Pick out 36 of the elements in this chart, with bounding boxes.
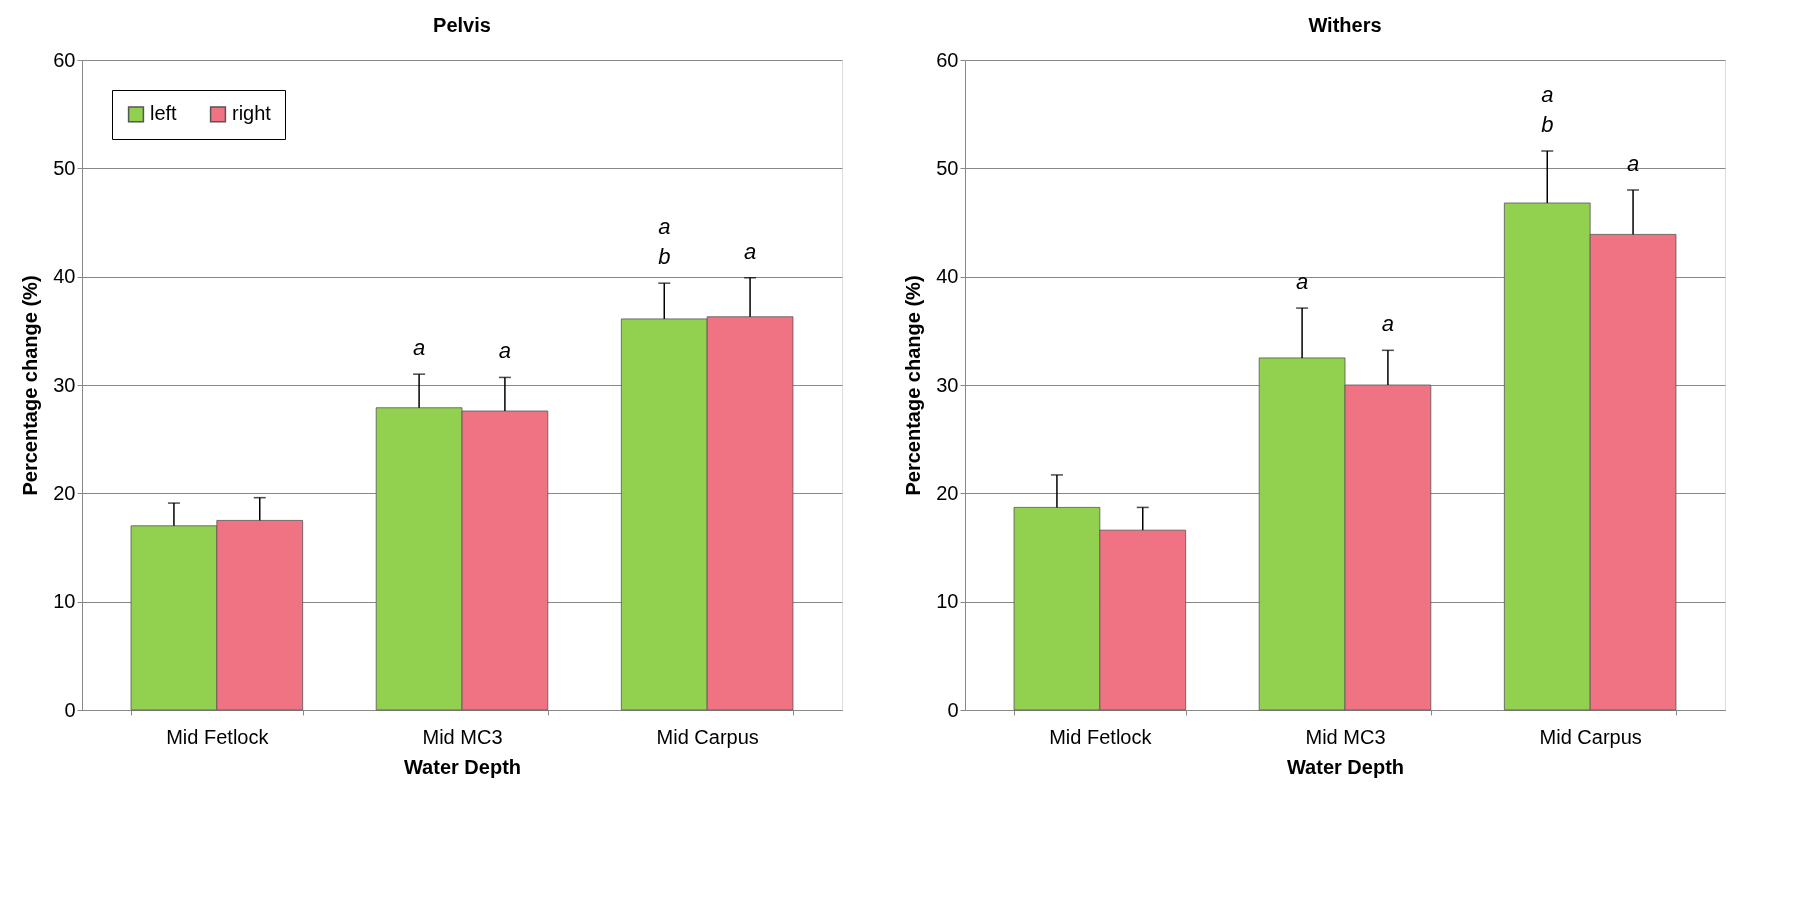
y-tick-label: 0 <box>64 698 76 721</box>
y-tick-label: 50 <box>936 156 959 179</box>
chart-title: Withers <box>1308 14 1382 36</box>
y-tick-label: 60 <box>936 48 959 71</box>
legend-label: left <box>150 102 178 125</box>
y-axis-title: Percentage change (%) <box>19 275 42 496</box>
chart-title: Pelvis <box>433 14 491 36</box>
legend-label: right <box>232 102 272 125</box>
y-tick-label: 30 <box>53 373 76 396</box>
y-tick-label: 40 <box>936 265 959 288</box>
y-tick-label: 20 <box>936 481 959 504</box>
x-tick-label: Mid Fetlock <box>166 725 270 748</box>
y-axis-title: Percentage change (%) <box>902 275 925 496</box>
x-tick-label: Mid MC3 <box>1305 725 1386 748</box>
x-tick-label: Mid Carpus <box>656 725 759 748</box>
annotation: a <box>1295 269 1309 295</box>
x-tick-label: Mid Fetlock <box>1049 725 1153 748</box>
annotation: a b <box>658 214 671 270</box>
y-tick-label: 50 <box>53 156 76 179</box>
annotation: a <box>498 338 512 364</box>
y-tick-label: 20 <box>53 481 76 504</box>
y-tick-label: 10 <box>936 590 959 613</box>
x-tick-label: Mid MC3 <box>422 725 503 748</box>
x-tick-label: Mid Carpus <box>1539 725 1642 748</box>
y-tick-label: 0 <box>947 698 959 721</box>
y-tick-label: 40 <box>53 265 76 288</box>
annotation: a <box>412 335 426 361</box>
annotation: a <box>1626 151 1640 176</box>
annotation: a <box>1381 311 1395 337</box>
x-axis-title: Water Depth <box>403 755 522 778</box>
x-axis-title: Water Depth <box>1286 755 1405 778</box>
y-tick-label: 30 <box>936 373 959 396</box>
y-tick-label: 10 <box>53 590 76 613</box>
annotation: a <box>743 238 757 264</box>
annotation: a b <box>1541 82 1554 137</box>
y-tick-label: 60 <box>53 48 76 71</box>
